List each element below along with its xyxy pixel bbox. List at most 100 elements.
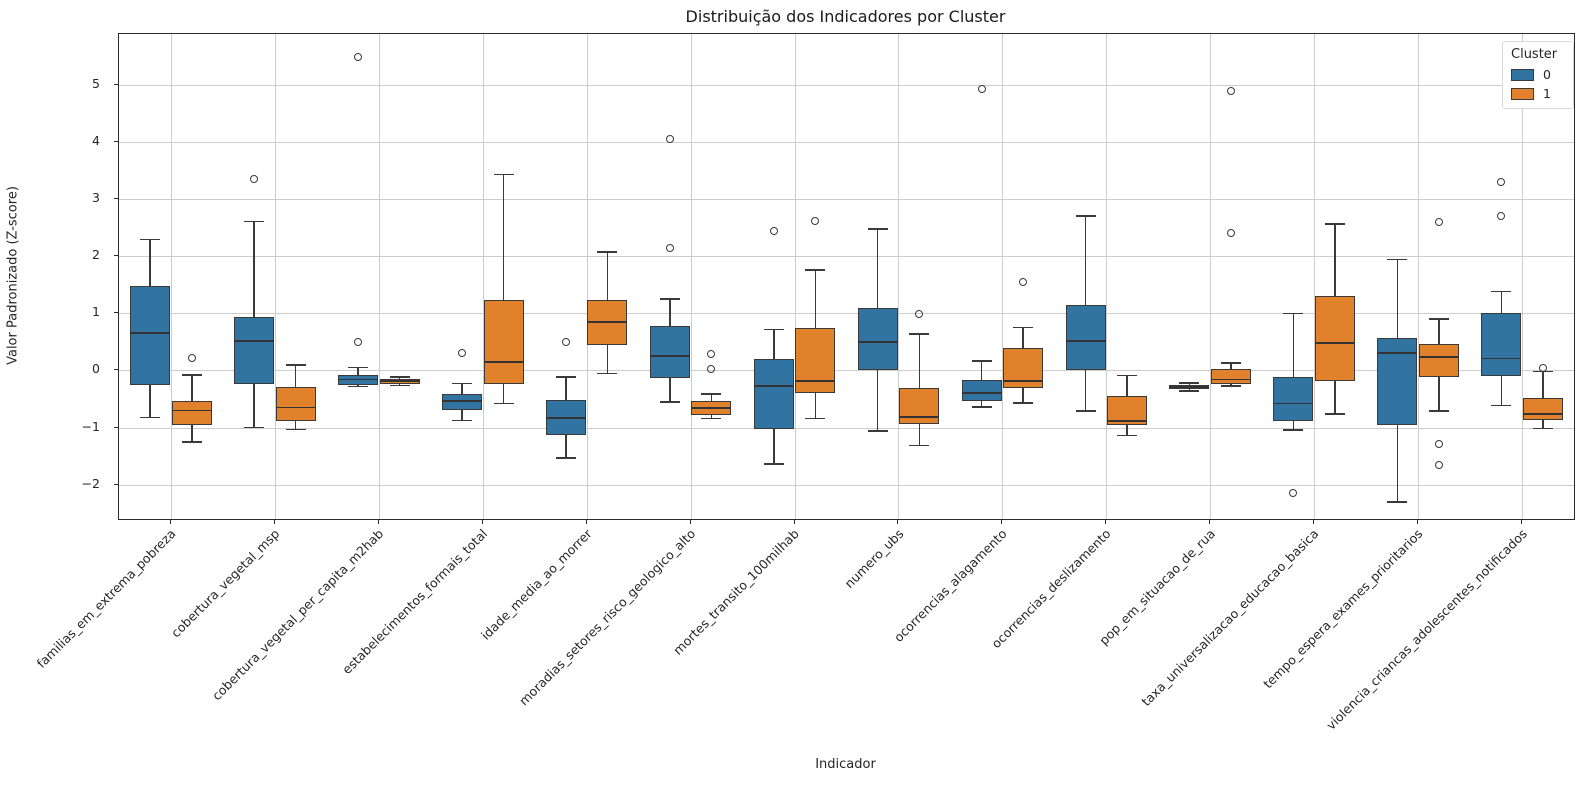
median-line xyxy=(1418,356,1459,359)
lower-whisker xyxy=(876,370,879,432)
lower-whisker-cap xyxy=(1075,410,1096,412)
median-line xyxy=(338,378,379,381)
median-line xyxy=(1522,413,1563,415)
chart-title: Distribuição dos Indicadores por Cluster xyxy=(685,7,1006,26)
upper-whisker-cap xyxy=(1075,215,1096,217)
upper-whisker-cap xyxy=(1117,374,1138,377)
median-line xyxy=(691,407,732,409)
gridline-vertical xyxy=(1314,34,1316,519)
upper-whisker-cap xyxy=(1428,318,1449,320)
outlier-point xyxy=(1434,440,1443,449)
median-line xyxy=(1003,379,1044,382)
upper-whisker xyxy=(710,393,713,402)
median-line xyxy=(441,399,482,402)
lower-whisker-cap xyxy=(181,441,202,443)
box-cluster0-mortes_transito_100milhab xyxy=(753,359,794,430)
lower-whisker-cap xyxy=(140,416,161,419)
lower-whisker-cap xyxy=(1324,413,1345,415)
gridline-vertical xyxy=(1002,34,1004,519)
box-cluster0-ocorrencias_deslizamento xyxy=(1065,304,1106,371)
outlier-point xyxy=(354,338,363,347)
lower-whisker-cap xyxy=(805,417,826,420)
x-tick-label: ocorrencias_deslizamento xyxy=(988,526,1114,652)
lower-whisker xyxy=(1500,376,1502,406)
lower-whisker-cap xyxy=(389,384,410,387)
outlier-point xyxy=(250,174,259,183)
lower-whisker xyxy=(461,410,463,421)
lower-whisker-cap xyxy=(1387,501,1408,503)
upper-whisker xyxy=(149,239,151,286)
y-tick-label: 4 xyxy=(92,132,100,148)
upper-whisker-cap xyxy=(1387,258,1408,261)
outlier-point xyxy=(811,216,820,225)
median-line xyxy=(649,355,690,358)
box-cluster1-familias_em_extrema_pobreza xyxy=(171,401,212,426)
median-line xyxy=(1107,420,1148,423)
upper-whisker xyxy=(876,228,879,308)
median-line xyxy=(545,417,586,419)
upper-whisker-cap xyxy=(1013,326,1034,329)
lower-whisker-cap xyxy=(971,406,992,408)
upper-whisker-cap xyxy=(140,238,161,241)
outlier-point xyxy=(665,244,674,253)
gridline-horizontal xyxy=(119,484,1574,486)
gridline-vertical xyxy=(378,34,380,519)
upper-whisker xyxy=(773,329,775,360)
median-line xyxy=(961,392,1002,395)
median-line xyxy=(483,361,524,363)
upper-whisker-cap xyxy=(1324,223,1345,225)
median-line xyxy=(587,321,628,323)
median-line xyxy=(857,341,898,343)
upper-whisker-cap xyxy=(348,366,369,369)
upper-whisker xyxy=(294,364,297,388)
upper-whisker xyxy=(980,360,983,380)
box-cluster0-cobertura_vegetal_msp xyxy=(234,316,275,385)
lower-whisker xyxy=(1396,424,1399,502)
lower-whisker xyxy=(1126,425,1128,436)
x-tick-label: pop_em_situacao_de_rua xyxy=(1095,526,1218,648)
lower-whisker xyxy=(502,383,505,404)
x-tick-label: mortes_transito_100milhab xyxy=(670,526,803,658)
lower-whisker-cap xyxy=(451,419,472,422)
lower-whisker xyxy=(1334,381,1336,414)
x-tick-label: ocorrencias_alagamento xyxy=(891,526,1011,645)
lower-whisker xyxy=(565,435,567,458)
upper-whisker xyxy=(398,376,401,380)
outlier-point xyxy=(769,227,778,236)
gridline-horizontal xyxy=(119,370,1574,372)
gridline-horizontal xyxy=(119,199,1574,201)
legend-label-cluster1: 1 xyxy=(1543,86,1551,101)
upper-whisker-cap xyxy=(659,298,680,300)
median-line xyxy=(1314,342,1355,344)
box-cluster0-ocorrencias_alagamento xyxy=(961,379,1002,401)
lower-whisker-cap xyxy=(597,372,618,375)
y-tick-label: 5 xyxy=(92,75,100,91)
box-cluster1-violencia_criancas_adolescentes_notificados xyxy=(1522,397,1563,420)
upper-whisker-cap xyxy=(867,228,888,230)
box-cluster0-moradias_setores_risco_geologico_alto xyxy=(649,326,690,378)
gridline-horizontal xyxy=(119,427,1574,429)
upper-whisker xyxy=(565,376,567,400)
gridline-vertical xyxy=(794,34,796,519)
cluster0-color-swatch xyxy=(1511,68,1534,81)
upper-whisker xyxy=(814,269,817,329)
x-tick-label: taxa_universalizacao_educacao_basica xyxy=(1138,526,1322,710)
upper-whisker-cap xyxy=(555,376,576,378)
median-line xyxy=(130,332,171,335)
box-cluster1-estabelecimentos_formais_total xyxy=(483,299,524,384)
upper-whisker-cap xyxy=(451,382,472,385)
box-cluster1-numero_ubs xyxy=(899,387,940,424)
outlier-point xyxy=(977,84,986,93)
lower-whisker-cap xyxy=(348,385,369,388)
box-cluster0-familias_em_extrema_pobreza xyxy=(130,285,171,385)
lower-whisker xyxy=(1292,421,1295,430)
upper-whisker-cap xyxy=(701,393,722,395)
y-tick-label: 2 xyxy=(92,247,100,263)
median-line xyxy=(379,380,420,383)
upper-whisker xyxy=(502,174,505,300)
y-tick-label: 3 xyxy=(92,190,100,206)
box-cluster0-numero_ubs xyxy=(857,307,898,371)
upper-whisker-cap xyxy=(493,173,514,176)
upper-whisker-cap xyxy=(1179,382,1200,384)
upper-whisker xyxy=(191,375,193,402)
